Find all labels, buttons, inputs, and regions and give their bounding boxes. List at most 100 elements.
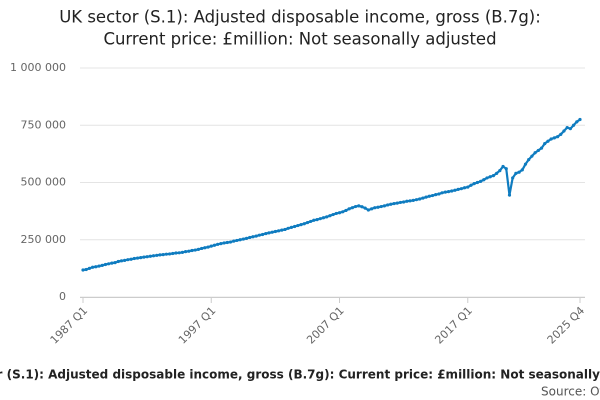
point [456,187,460,191]
source: Source: Office for National Statistics [541,385,600,399]
x-tick-label: 2017 Q1 [432,304,475,347]
point [446,190,451,194]
point [196,247,201,251]
y-tick-label: 250 000 [21,233,67,246]
point [411,198,415,202]
point [116,259,120,264]
point [296,223,300,228]
point [523,162,528,166]
point [155,253,159,257]
point [97,264,101,268]
point [475,180,479,185]
point [520,168,524,172]
point [225,240,229,245]
point [174,251,178,255]
point [119,259,124,263]
point [568,127,572,131]
point [430,193,435,198]
point [341,210,345,214]
point [424,195,428,199]
point [334,211,338,216]
point [184,250,188,254]
point [357,204,361,208]
point [209,244,213,248]
point [251,235,255,239]
point [318,217,322,221]
point [158,253,162,257]
point [427,194,431,198]
point [485,176,489,180]
point [571,123,576,127]
point [517,170,521,174]
point [376,205,380,209]
y-tick-label: 500 000 [21,176,67,189]
point [315,217,319,222]
point [421,196,425,200]
point [151,254,156,258]
point [498,168,502,173]
point [543,141,547,146]
point [145,255,149,259]
x-tick-label: 2007 Q1 [304,304,347,347]
point [254,234,258,238]
point [539,146,544,150]
point [491,174,496,178]
point [507,193,512,197]
point [344,208,348,213]
point [392,201,396,206]
x-tick-label: 1987 Q1 [48,304,91,347]
point [232,239,236,243]
point [389,202,393,206]
point [228,240,233,244]
point [366,208,370,212]
point [167,252,172,256]
point [514,171,518,175]
point [418,197,422,201]
point [369,207,374,211]
point [177,251,181,255]
point [142,255,146,259]
point [299,223,303,227]
x-tick-label: 2025 Q4 [545,304,588,347]
point [190,248,194,253]
point [462,186,467,190]
point [347,207,351,211]
point [379,204,383,209]
point [360,205,364,209]
point [440,191,444,195]
point [302,222,306,226]
point [402,200,406,204]
point [559,132,563,137]
point [459,187,463,191]
point [276,229,281,233]
point [530,154,534,158]
point [91,265,95,269]
point [437,192,441,196]
point [331,212,335,217]
point [434,193,438,197]
point [382,204,387,208]
point [219,242,223,246]
point [241,237,245,241]
point [386,203,390,207]
point [110,261,114,265]
point [405,199,409,203]
point [187,249,191,253]
point [479,179,483,183]
point [193,248,197,252]
point [94,265,98,269]
point [283,227,287,232]
point [132,256,136,261]
point [238,238,242,242]
point [293,224,297,229]
point [103,262,108,267]
caption: UK sector (S.1): Adjusted disposable inc… [0,368,600,382]
x-tick-label: 1997 Q1 [176,304,219,347]
point [129,257,133,261]
point [549,137,553,141]
point [398,200,403,205]
point [164,252,168,256]
chart-title: UK sector (S.1): Adjusted disposable inc… [59,8,541,27]
point [337,211,342,215]
